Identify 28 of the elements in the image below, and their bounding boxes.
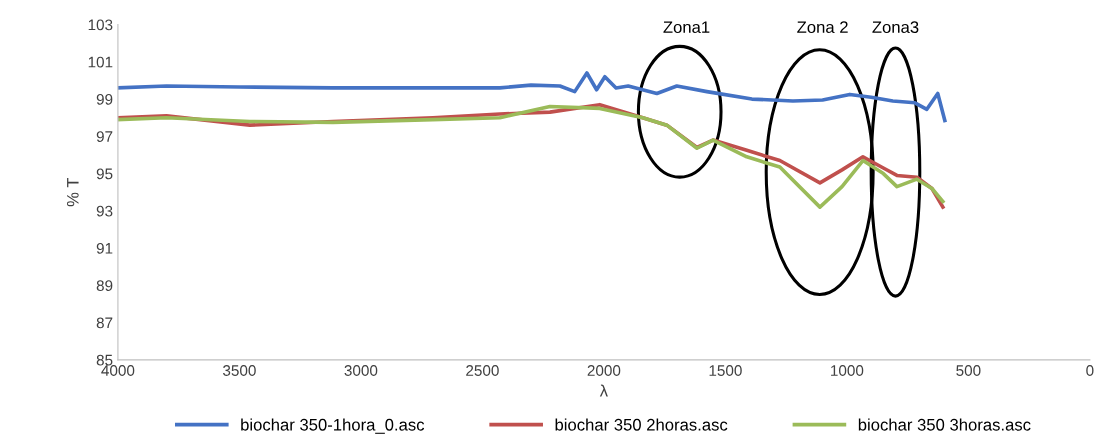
annotation: Zona 2 [797, 21, 848, 34]
x-tick-label: 2500 [466, 365, 499, 376]
x-tick-label: 0 [1086, 365, 1094, 376]
y-tick-label: 99 [96, 93, 113, 105]
y-tick-label: 87 [96, 317, 113, 329]
x-tick-label: 1500 [709, 365, 742, 376]
y-tick-label: 95 [96, 168, 113, 180]
y-axis-title: % T [66, 177, 79, 207]
y-tick-label: 85 [96, 354, 113, 366]
x-tick-label: 1000 [831, 365, 864, 376]
y-tick-label: 101 [88, 56, 113, 68]
legend-label: biochar 350-1hora_0.asc [241, 418, 425, 434]
legend-label: biochar 350 2horas.asc [555, 418, 728, 431]
x-tick-label: 4000 [101, 365, 135, 376]
annotation: Zona3 [872, 21, 919, 34]
y-tick-label: 103 [88, 19, 113, 31]
y-tick-label: 97 [96, 131, 113, 143]
annotation: Zona1 [663, 21, 710, 34]
x-axis-title: λ [599, 384, 608, 397]
y-tick-label: 93 [96, 205, 113, 217]
line-series [117, 71, 947, 123]
legend-label: biochar 350 3horas.asc [858, 418, 1031, 431]
x-tick-label: 2000 [587, 365, 621, 376]
x-tick-label: 500 [956, 365, 981, 376]
x-tick-label: 3500 [223, 365, 256, 376]
x-tick-label: 3000 [344, 365, 378, 376]
y-tick-label: 89 [96, 280, 113, 292]
y-tick-label: 91 [96, 242, 113, 254]
